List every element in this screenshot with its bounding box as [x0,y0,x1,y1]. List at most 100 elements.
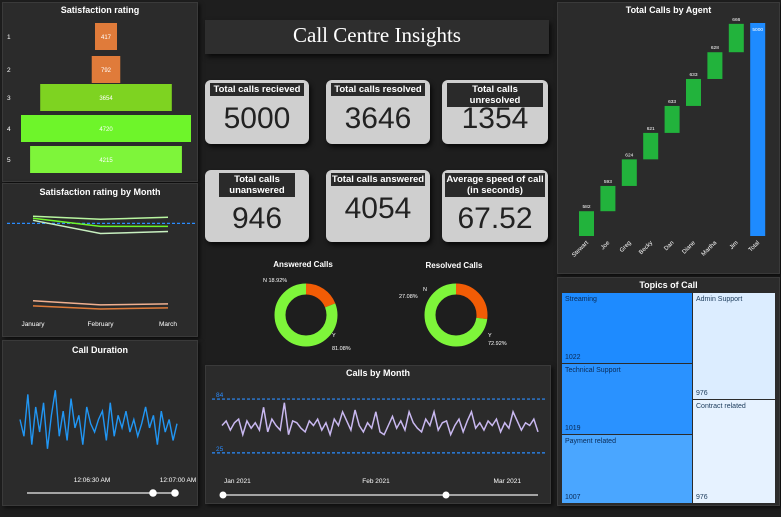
topic-tile-admin-support[interactable]: Admin Support 976 [693,293,775,399]
donut-label: Y [332,333,336,339]
kpi-total-unanswered: Total calls unanswered 946 [205,170,309,242]
x-tick-label: 12:06:30 AM [74,477,111,484]
satisfaction-by-month-chart: January February March [7,215,195,328]
donut-label: N [423,287,427,293]
x-tick-label: Diane [682,240,698,256]
x-tick-label: February [87,321,114,328]
funnel-category-label: 3 [7,95,11,102]
waterfall-bar [600,185,616,212]
topic-value: 1007 [565,494,581,501]
waterfall-bar [621,159,637,186]
calls-by-agent-title: Total Calls by Agent [625,5,712,15]
funnel-value-label: 4215 [99,158,113,164]
kpi-value: 946 [231,202,283,235]
resolved-calls-title: Resolved Calls [425,261,483,270]
donut-label: 27.08% [399,294,418,300]
topic-value: 976 [696,494,708,501]
waterfall-bar [664,105,680,133]
topic-tile-streaming[interactable]: Streaming 1022 [562,293,692,363]
funnel-value-label: 417 [101,35,112,41]
funnel-category-label: 4 [7,126,11,133]
calls-by-month-title: Calls by Month [345,368,410,378]
kpi-label: Total calls unanswered [219,173,295,197]
x-tick-label: Total [748,240,761,253]
waterfall-value-label: 624 [625,152,633,158]
topic-value: 1022 [565,354,581,361]
topic-label: Admin Support [696,296,743,303]
topic-tile-technical-support[interactable]: Technical Support 1019 [562,364,692,434]
waterfall-value-label: 628 [711,45,719,51]
x-tick-label: Feb 2021 [362,478,390,485]
topic-label: Contract related [696,403,746,410]
kpi-label: Total calls unresolved [447,83,543,107]
calls-by-month-panel: Calls by Month 84 25 Jan 2021 Feb 2021 Mar 2… [205,365,551,504]
funnel-bar [40,84,172,111]
x-tick-label: Joe [600,240,612,252]
waterfall-bar [579,211,594,236]
kpi-total-unresolved: Total calls unresolved 1354 [442,80,548,144]
resolved-calls-donut: N 27.08% Y 72.92% [399,283,507,347]
range-slider-handle [442,491,450,499]
waterfall-bar [728,23,744,53]
kpi-total-answered: Total calls answered 4054 [326,170,430,242]
x-tick-label: Dan [663,240,675,252]
calls-by-agent-panel: Total Calls by Agent 582 Stewart 593 Joe 624… [557,2,780,274]
kpi-total-resolved: Total calls resolved 3646 [326,80,430,144]
funnel-category-label: 2 [7,67,11,74]
answered-calls-donut: N 18.92% Y 81.08% [263,278,351,352]
topic-tile-contract-related[interactable]: Contract related 976 [693,400,775,503]
topic-label: Technical Support [565,367,621,374]
x-tick-label: Greg [619,240,633,254]
waterfall-value-label: 582 [582,204,590,210]
kpi-label: Total calls recieved [210,83,304,96]
series-line-3 [32,219,169,235]
kpi-value: 4054 [344,192,412,225]
topic-value: 976 [696,390,708,397]
kpi-value: 67.52 [457,202,533,235]
kpi-label: Total calls resolved [331,83,425,96]
x-tick-label: 12:07:00 AM [160,477,197,484]
funnel-value-label: 4720 [99,127,113,133]
waterfall-bar [686,78,701,106]
kpi-value: 3646 [344,102,412,135]
x-tick-label: Mar 2021 [494,478,522,485]
x-tick-label: January [21,321,45,328]
x-tick-label: Jan 2021 [224,478,251,485]
satisfaction-rating-panel: Satisfaction rating 417 1 792 2 3654 3 4720 4 42… [2,2,198,182]
kpi-label: Total calls answered [331,173,425,186]
waterfall-value-label: 593 [604,179,612,185]
funnel-value-label: 3654 [99,96,113,102]
range-slider-handle [149,489,157,497]
funnel-bar [30,146,182,173]
kpi-value: 1354 [461,102,529,135]
topic-label: Payment related [565,438,616,445]
kpi-total-received: Total calls recieved 5000 [205,80,309,144]
waterfall-bar [750,23,766,236]
x-tick-label: March [159,321,177,328]
topics-title: Topics of Call [639,280,698,290]
satisfaction-rating-title: Satisfaction rating [60,5,140,15]
dashboard-title-box: Call Centre Insights [205,20,549,54]
waterfall-value-label: 621 [647,126,655,132]
waterfall-bar [707,52,723,79]
calls-line [221,402,539,438]
donut-label: Y [488,333,492,339]
series-line-2 [32,300,169,306]
donut-label: N 18.92% [263,278,287,284]
call-duration-title: Call Duration [71,345,128,355]
topic-tile-payment-related[interactable]: Payment related 1007 [562,435,692,503]
x-tick-label: Jim [729,240,740,251]
calls-by-month-chart: 84 25 Jan 2021 Feb 2021 Mar 2021 [212,392,546,499]
series-line-5 [32,215,169,221]
range-slider-handle [171,489,179,497]
x-tick-label: Stewart [571,240,590,259]
calls-by-agent-chart: 582 Stewart 593 Joe 624 Greg 621 Becky 633 Dan 633… [571,17,766,259]
topic-label: Streaming [565,296,597,303]
funnel-category-label: 1 [7,34,11,41]
waterfall-bar [643,132,659,160]
reference-label: 25 [216,446,224,453]
range-slider-handle [219,491,227,499]
dashboard-title: Call Centre Insights [293,23,461,47]
satisfaction-funnel-chart: 417 1 792 2 3654 3 4720 4 4215 5 [7,23,191,173]
funnel-bar [91,56,121,83]
